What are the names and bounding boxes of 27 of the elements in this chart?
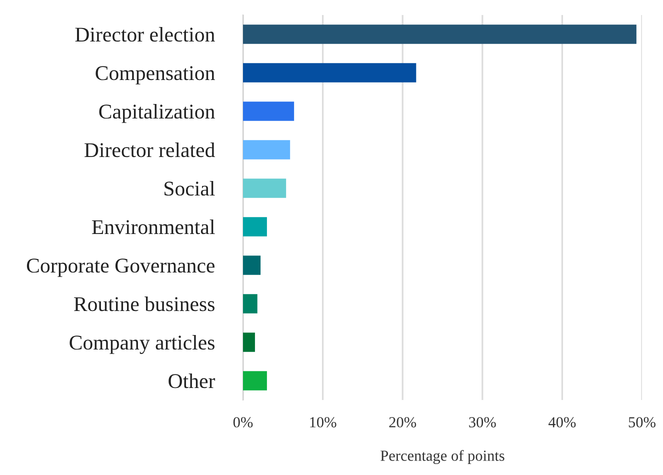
y-tick-label: Routine business — [74, 296, 214, 312]
bar — [243, 371, 267, 390]
bar — [243, 102, 294, 121]
y-tick-label: Director election — [75, 27, 215, 42]
y-tick-label: Director related — [84, 142, 215, 158]
y-tick-label: Corporate Governance — [26, 258, 214, 277]
x-axis-title: Percentage of points — [380, 450, 504, 464]
y-tick-label: Company articles — [70, 335, 214, 354]
bar — [243, 217, 267, 236]
y-tick-label: Other — [168, 374, 216, 388]
x-tick-label: 20% — [389, 417, 416, 428]
y-tick-label: Social — [164, 181, 215, 196]
bar — [243, 332, 255, 352]
x-tick-label: 10% — [310, 417, 336, 428]
x-tick-label: 50% — [628, 417, 656, 428]
bar — [243, 178, 286, 198]
bar — [243, 294, 258, 314]
x-tick-label: 40% — [548, 417, 576, 428]
bar — [243, 140, 290, 160]
bar — [243, 24, 636, 44]
bar — [243, 63, 416, 82]
y-tick-label: Capitalization — [99, 104, 215, 123]
x-tick-label: 0% — [233, 417, 253, 428]
x-tick-label: 30% — [469, 417, 496, 428]
bar — [243, 256, 261, 275]
y-tick-label: Compensation — [96, 66, 215, 84]
y-tick-label: Environmental — [92, 220, 215, 234]
